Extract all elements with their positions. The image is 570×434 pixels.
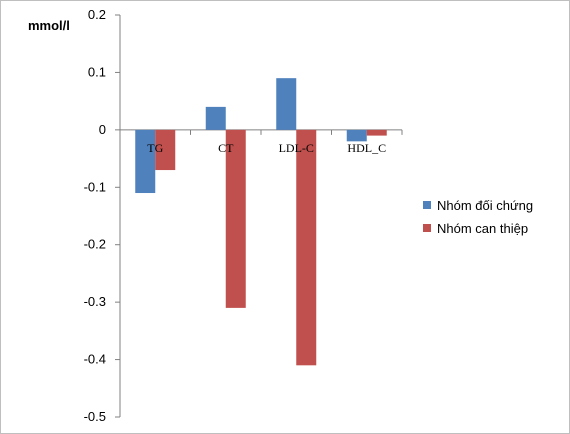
bar-ct-series-1	[205, 106, 226, 130]
legend-swatch	[423, 201, 431, 209]
x-category-label: TG	[147, 141, 163, 155]
y-tick-label: -0.5	[84, 409, 106, 424]
y-tick-label: -0.3	[84, 294, 106, 309]
bar-ldl-c-series-2	[296, 129, 317, 366]
y-axis-unit-label: mmol/l	[28, 18, 70, 33]
labels: TG CT LDL-C HDL_C	[147, 141, 386, 155]
legend: Nhóm đối chứng Nhóm can thiệp	[423, 198, 533, 236]
y-tick-label: 0.1	[88, 64, 106, 79]
bar-tg-series-2	[155, 129, 176, 171]
y-tick-label: 0	[99, 122, 106, 137]
legend-swatch	[423, 224, 431, 232]
legend-label: Nhóm đối chứng	[437, 198, 533, 213]
y-tick-label: -0.2	[84, 237, 106, 252]
x-category-label: CT	[218, 141, 234, 155]
bars	[135, 78, 387, 366]
y-tick-label: 0.2	[88, 7, 106, 22]
bar-tg-series-1	[135, 129, 156, 194]
bar-ldl-c-series-1	[276, 78, 297, 130]
bar-hdl-c-series-1	[346, 129, 367, 142]
legend-label: Nhóm can thiệp	[437, 221, 528, 236]
x-category-label: HDL_C	[347, 141, 386, 155]
y-tick-label: -0.4	[84, 352, 106, 367]
x-category-label: LDL-C	[279, 141, 314, 155]
bar-hdl-c-series-2	[366, 129, 387, 136]
bar-ct-series-2	[225, 129, 246, 308]
y-tick-label: -0.1	[84, 179, 106, 194]
